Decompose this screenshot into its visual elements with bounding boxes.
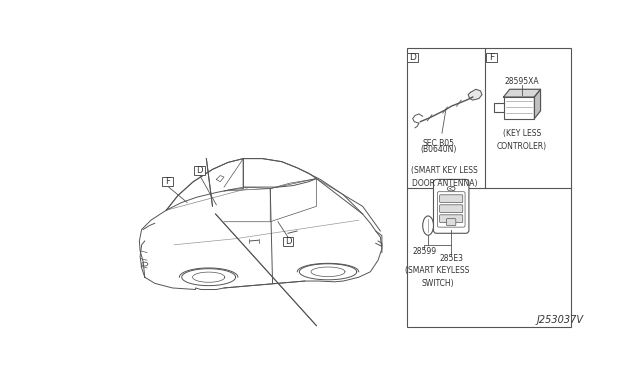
FancyBboxPatch shape: [447, 219, 456, 225]
Text: SEC.B05: SEC.B05: [422, 139, 454, 148]
Text: 28599: 28599: [412, 247, 436, 256]
Text: (SMART KEYLESS
SWITCH): (SMART KEYLESS SWITCH): [405, 266, 470, 288]
Polygon shape: [468, 89, 482, 100]
Text: D: D: [285, 237, 291, 246]
Bar: [406, 48, 570, 327]
FancyBboxPatch shape: [283, 237, 293, 246]
FancyBboxPatch shape: [433, 179, 469, 233]
Text: 28595XA: 28595XA: [505, 77, 540, 86]
Text: F: F: [165, 177, 170, 186]
Polygon shape: [504, 89, 541, 97]
FancyBboxPatch shape: [486, 53, 497, 62]
FancyBboxPatch shape: [163, 177, 173, 186]
Bar: [504, 97, 534, 119]
Text: (B0640N): (B0640N): [420, 145, 456, 154]
Text: (KEY LESS
CONTROLER): (KEY LESS CONTROLER): [497, 129, 547, 151]
Ellipse shape: [422, 216, 433, 235]
Text: D: D: [196, 166, 203, 174]
Text: J253037V: J253037V: [537, 315, 584, 325]
Text: F: F: [489, 53, 494, 62]
FancyBboxPatch shape: [440, 215, 463, 222]
FancyBboxPatch shape: [440, 205, 463, 212]
FancyBboxPatch shape: [407, 53, 418, 62]
FancyBboxPatch shape: [440, 195, 463, 202]
Text: D: D: [409, 53, 416, 62]
Text: (SMART KEY LESS
DOOR ANTENNA): (SMART KEY LESS DOOR ANTENNA): [411, 166, 477, 188]
Text: 285E3: 285E3: [439, 254, 463, 263]
FancyBboxPatch shape: [194, 166, 205, 175]
Polygon shape: [534, 89, 541, 119]
FancyBboxPatch shape: [437, 192, 465, 227]
